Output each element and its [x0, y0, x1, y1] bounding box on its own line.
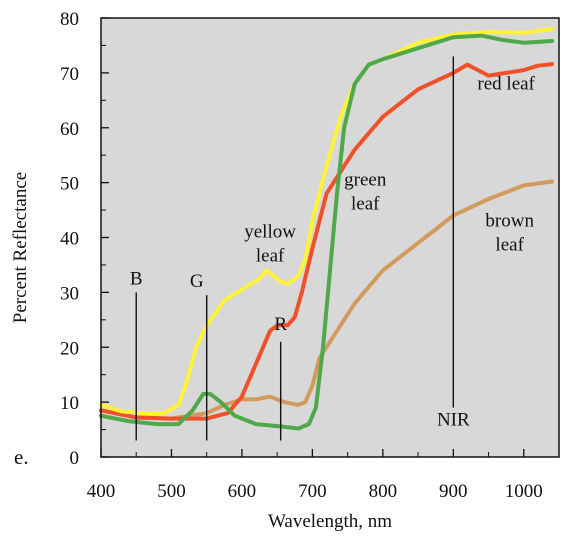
- y-tick-label-60: 60: [60, 119, 79, 140]
- series-layer: [99, 27, 554, 431]
- series-label-line: leaf: [351, 193, 380, 214]
- x-tick-label-1000: 1000: [505, 481, 543, 502]
- y-tick-label-70: 70: [60, 64, 79, 85]
- y-tick-label-50: 50: [60, 174, 79, 195]
- x-tick-label-600: 600: [228, 481, 257, 502]
- band-label-b: B: [130, 268, 143, 289]
- band-label-g: G: [190, 271, 204, 292]
- y-tick-label-20: 20: [60, 338, 79, 359]
- panel-label: e.: [14, 445, 29, 469]
- y-axis-title: Percent Reflectance: [10, 172, 31, 323]
- y-tick-label-80: 80: [60, 9, 79, 30]
- band-marker-layer: B G R NIR: [130, 56, 470, 441]
- series-label-line: green: [344, 169, 387, 190]
- series-label-line: brown: [485, 211, 534, 232]
- band-label-nir: NIR: [437, 410, 470, 431]
- x-tick-label-400: 400: [87, 481, 116, 502]
- x-tick-label-900: 900: [439, 481, 468, 502]
- y-tick-label-10: 10: [60, 393, 79, 414]
- series-line-red-leaf: [99, 62, 554, 421]
- series-label-brown-leaf: brown leaf: [485, 211, 534, 256]
- series-line-brown-leaf: [99, 179, 554, 421]
- series-line-yellow-leaf: [99, 27, 554, 416]
- x-axis-title: Wavelength, nm: [268, 511, 392, 532]
- y-tick-label-30: 30: [60, 283, 79, 304]
- series-label-red-leaf: red leaf: [477, 73, 535, 94]
- x-tick-label-800: 800: [369, 481, 398, 502]
- y-tick-label-40: 40: [60, 229, 79, 250]
- band-label-r: R: [274, 314, 287, 335]
- y-tick-label-0: 0: [70, 448, 80, 469]
- series-label-line: red leaf: [477, 73, 535, 94]
- x-axis: 400 500 600 700 800 900 1000: [87, 449, 543, 502]
- plot-background: [101, 18, 559, 457]
- series-label-line: leaf: [495, 235, 524, 256]
- series-line-green-leaf: [99, 33, 554, 431]
- series-label-layer: brown leaf red leaf yellow leaf green leaf: [244, 73, 535, 266]
- series-label-line: leaf: [256, 246, 285, 267]
- series-label-yellow-leaf: yellow leaf: [244, 222, 296, 267]
- y-axis: 0 10 20 30 40 50 60 70 80: [60, 9, 109, 469]
- series-label-green-leaf: green leaf: [344, 169, 387, 214]
- x-tick-label-500: 500: [157, 481, 186, 502]
- x-tick-label-700: 700: [298, 481, 327, 502]
- series-label-line: yellow: [244, 222, 296, 243]
